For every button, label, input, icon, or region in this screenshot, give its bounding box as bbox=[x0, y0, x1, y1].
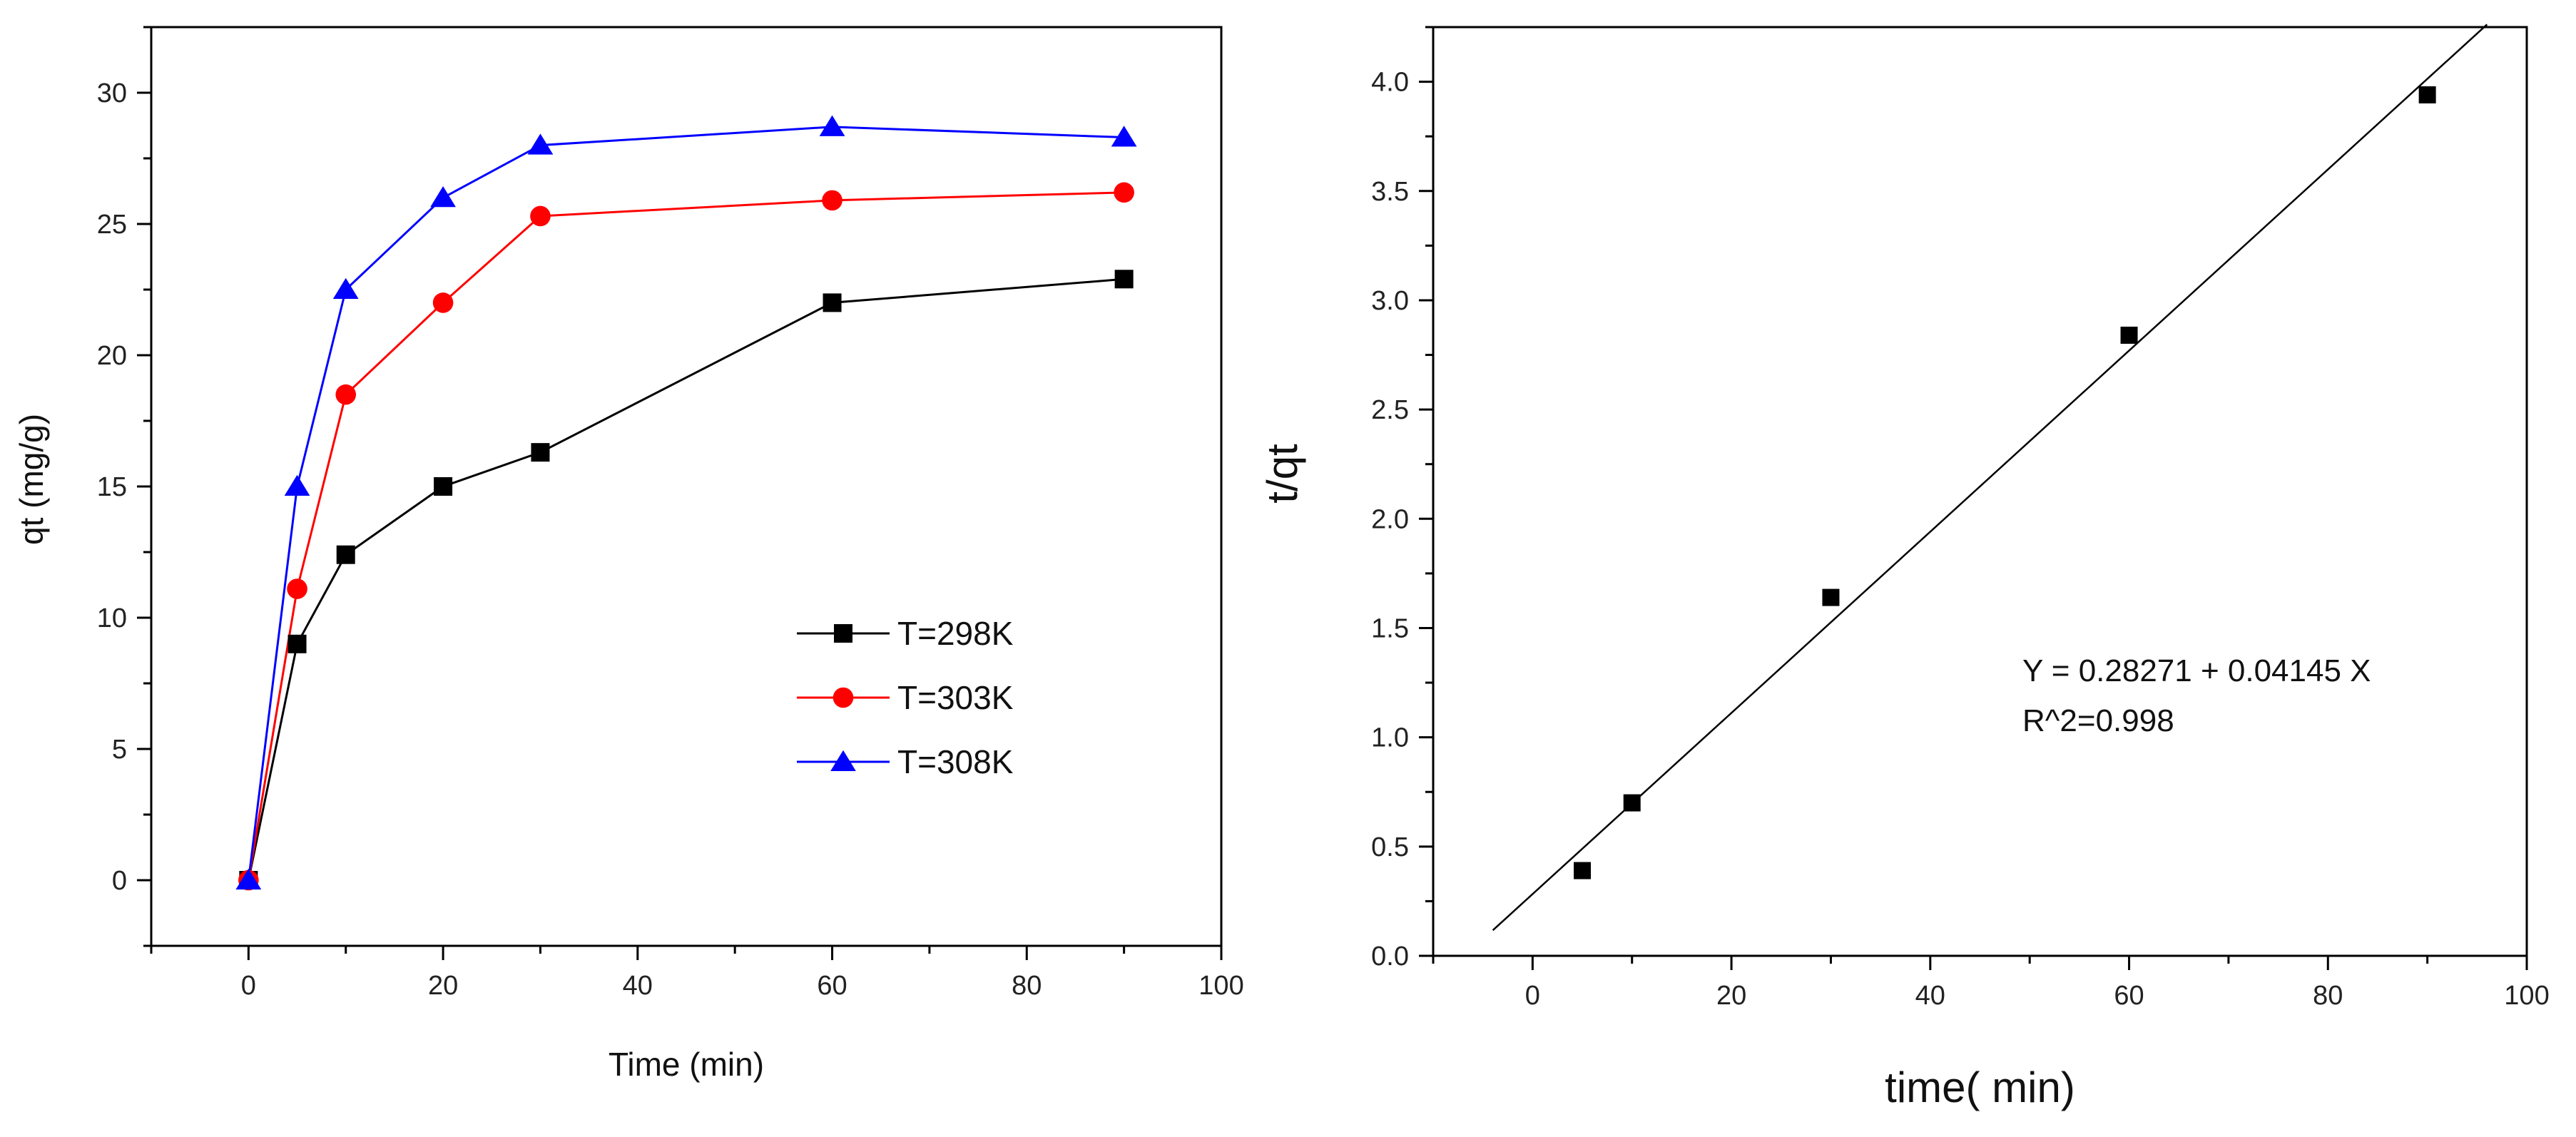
chart-2-x-tick-label: 20 bbox=[1716, 981, 1746, 1011]
chart-2-x-ticks: 0 20 40 60 80 100 bbox=[1432, 956, 2550, 1011]
chart-1-x-tick-label: 0 bbox=[241, 971, 256, 1001]
chart-2-frame bbox=[1432, 26, 2528, 957]
chart-2-x-tick-label: 60 bbox=[2114, 981, 2144, 1011]
legend-marker-T=298K bbox=[834, 624, 852, 643]
data-point-T=308K bbox=[430, 185, 456, 208]
chart-2-y-tick-label: 2.5 bbox=[1371, 395, 1409, 425]
chart-2-y-tick-label: 0.0 bbox=[1371, 942, 1409, 972]
chart-1-x-tick-label: 60 bbox=[817, 971, 847, 1001]
chart-2-y-tick-label: 1.0 bbox=[1371, 723, 1409, 753]
chart-2-x-axis-label: time( min) bbox=[1885, 1064, 2075, 1111]
data-point-T=308K bbox=[819, 115, 845, 136]
chart-2-y-tick-label: 2.0 bbox=[1371, 504, 1409, 534]
chart-1-frame bbox=[150, 26, 1223, 947]
data-point-T=303K bbox=[530, 205, 551, 227]
chart-1-y-tick-label: 20 bbox=[97, 341, 127, 371]
chart-1-qt-vs-time: 0 20 40 60 80 100 0 5 10 15 20 25 30 Time (min) qt … bbox=[13, 26, 1244, 1083]
chart-2-y-tick-label: 1.5 bbox=[1371, 613, 1409, 643]
chart-2-y-ticks: 0.0 0.5 1.0 1.5 2.0 2.5 3.0 3.5 4.0 bbox=[1371, 26, 1433, 972]
data-point-T=303K bbox=[1114, 182, 1134, 203]
chart-2-x-tick-label: 40 bbox=[1915, 981, 1945, 1011]
chart-2-x-tick-label: 80 bbox=[2313, 981, 2343, 1011]
chart-1-legend: T=298K T=303K T=308K bbox=[797, 615, 1014, 780]
chart-2-r-squared: R^2=0.998 bbox=[2022, 703, 2174, 738]
data-point bbox=[1822, 588, 1840, 606]
data-point-T=303K bbox=[822, 190, 842, 211]
chart-2-y-tick-label: 4.0 bbox=[1371, 68, 1409, 98]
data-point-T=298K bbox=[531, 443, 550, 462]
legend-label-T=308K: T=308K bbox=[897, 743, 1014, 780]
data-point bbox=[1574, 862, 1592, 879]
data-point-T=308K bbox=[235, 868, 262, 889]
data-point-T=298K bbox=[336, 545, 355, 564]
legend-marker-T=303K bbox=[833, 687, 854, 708]
data-point-T=308K bbox=[332, 277, 359, 299]
chart-1-x-tick-label: 40 bbox=[623, 971, 653, 1001]
chart-1-x-tick-label: 80 bbox=[1012, 971, 1042, 1001]
chart-1-x-tick-label: 100 bbox=[1198, 971, 1243, 1001]
chart-2-y-tick-label: 0.5 bbox=[1371, 832, 1409, 862]
chart-1-x-tick-label: 20 bbox=[428, 971, 458, 1001]
legend-marker-T=308K bbox=[830, 750, 856, 771]
data-point-T=303K bbox=[432, 292, 454, 313]
data-point-T=298K bbox=[287, 634, 307, 653]
chart-2-linear-fit: 0 20 40 60 80 100 0.0 0.5 1.0 1.5 2.0 2.5 3.0 3.5 4.0… bbox=[1258, 24, 2550, 1111]
chart-1-y-tick-label: 15 bbox=[97, 472, 127, 502]
chart-2-x-tick-label: 100 bbox=[2504, 981, 2549, 1011]
chart-1-y-ticks: 0 5 10 15 20 25 30 bbox=[97, 26, 151, 947]
chart-1-series bbox=[235, 115, 1137, 891]
chart-2-fit-equation: Y = 0.28271 + 0.04145 X bbox=[2022, 653, 2371, 688]
chart-2-y-tick-label: 3.5 bbox=[1371, 177, 1409, 207]
chart-2-points bbox=[1574, 86, 2436, 879]
series-line-T=298K bbox=[247, 277, 1124, 881]
chart-2-x-tick-label: 0 bbox=[1525, 981, 1540, 1011]
legend-label-T=298K: T=298K bbox=[897, 615, 1014, 652]
data-point-T=308K bbox=[1111, 126, 1137, 147]
chart-2-y-tick-label: 3.0 bbox=[1371, 286, 1409, 316]
data-point-T=308K bbox=[527, 133, 554, 155]
chart-1-y-axis-label: qt (mg/g) bbox=[13, 414, 50, 545]
data-point-T=303K bbox=[287, 578, 307, 599]
data-point-T=298K bbox=[823, 293, 842, 312]
data-point-T=298K bbox=[1114, 270, 1134, 289]
data-point bbox=[2418, 86, 2436, 103]
chart-1-y-tick-label: 25 bbox=[97, 210, 127, 240]
chart-1-y-tick-label: 5 bbox=[112, 735, 127, 765]
chart-1-y-tick-label: 10 bbox=[97, 603, 127, 633]
chart-1-y-tick-label: 30 bbox=[97, 78, 127, 108]
data-point-T=298K bbox=[434, 477, 453, 496]
chart-1-y-tick-label: 0 bbox=[112, 866, 127, 896]
data-point bbox=[2120, 326, 2138, 344]
chart-2-y-axis-label: t/qt bbox=[1258, 444, 1306, 504]
data-point bbox=[1623, 794, 1641, 812]
data-point-T=308K bbox=[284, 474, 310, 496]
data-point-T=303K bbox=[335, 384, 357, 405]
chart-2-fit-line bbox=[1492, 24, 2488, 932]
chart-1-x-ticks: 0 20 40 60 80 100 bbox=[150, 946, 1244, 1001]
legend-label-T=303K: T=303K bbox=[897, 679, 1014, 716]
chart-1-x-axis-label: Time (min) bbox=[609, 1046, 764, 1083]
